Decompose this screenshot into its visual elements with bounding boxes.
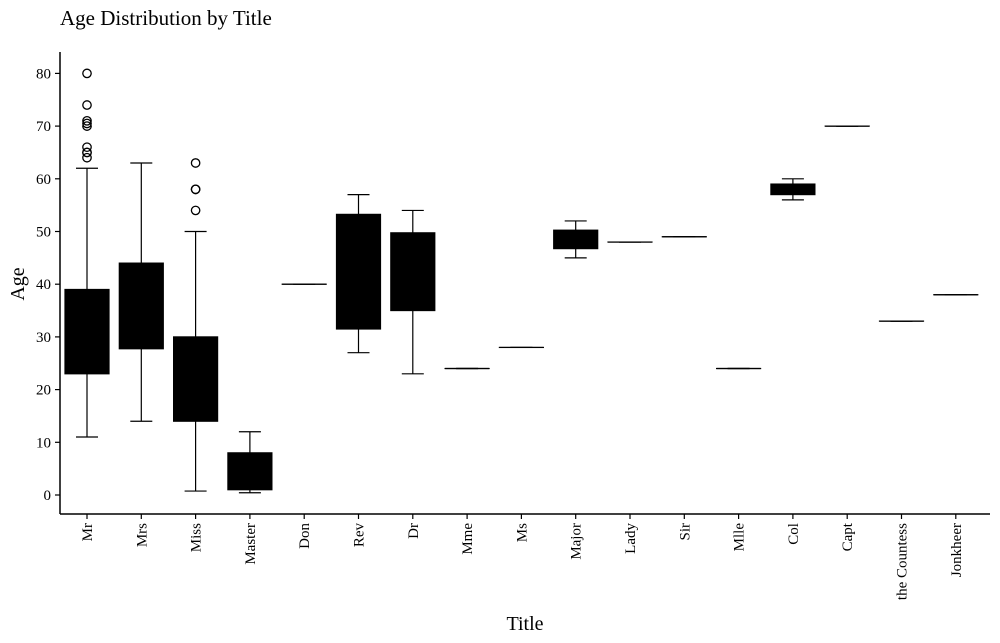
box xyxy=(335,213,382,330)
outlier-point xyxy=(82,121,92,131)
x-tick-label: Mr xyxy=(80,523,96,541)
x-tick-label: Master xyxy=(243,523,259,565)
x-tick-label: Jonkheer xyxy=(949,523,965,577)
x-tick-label: Col xyxy=(786,523,802,545)
box-group-major xyxy=(553,220,599,259)
y-tick-label: 50 xyxy=(36,225,51,241)
x-tick-label: Don xyxy=(297,523,313,549)
y-tick-label: 30 xyxy=(36,330,51,346)
y-tick-label: 10 xyxy=(36,435,51,451)
y-tick-label: 40 xyxy=(36,277,51,293)
box xyxy=(173,336,219,422)
box xyxy=(390,232,436,312)
box-group-mrs xyxy=(118,162,164,422)
x-axis-label: Title xyxy=(506,613,543,635)
outlier-point xyxy=(82,147,92,158)
box-group-miss xyxy=(173,158,219,492)
box-group-rev xyxy=(335,194,382,354)
x-tick-label: Capt xyxy=(840,522,856,551)
x-tick-label: Major xyxy=(569,523,585,560)
box xyxy=(118,262,164,350)
x-tick-label: Mrs xyxy=(134,523,150,547)
outlier-point xyxy=(82,115,92,126)
box-group-master xyxy=(227,431,273,494)
chart-title: Age Distribution by Title xyxy=(60,6,272,30)
x-tick-label: Mme xyxy=(460,523,476,555)
x-tick-label: Ms xyxy=(514,523,530,542)
plot-area xyxy=(64,68,979,494)
y-axis-ticks: 0 10 20 30 40 50 60 70 80 xyxy=(36,66,60,504)
x-tick-label: Lady xyxy=(623,523,639,554)
x-tick-label: Mlle xyxy=(732,523,748,552)
box-group-dr xyxy=(390,209,436,375)
y-tick-label: 20 xyxy=(36,383,51,399)
y-tick-label: 80 xyxy=(36,66,51,82)
outlier-point xyxy=(190,184,201,195)
box xyxy=(64,288,110,375)
x-axis-ticks: Mr Mrs Miss Master Don Rev Dr Mme Ms Major Lady Sir… xyxy=(80,514,965,600)
x-tick-label: Miss xyxy=(189,523,205,552)
box-group-mr xyxy=(64,68,110,438)
x-tick-label: Rev xyxy=(352,523,368,548)
box-group-col xyxy=(770,178,816,201)
y-tick-label: 0 xyxy=(44,488,52,504)
x-tick-label: Sir xyxy=(677,523,693,541)
x-tick-label: the Countess xyxy=(895,523,911,600)
outlier-point xyxy=(82,100,92,110)
y-axis-label: Age xyxy=(7,267,29,300)
outlier-point xyxy=(82,142,92,153)
y-tick-label: 60 xyxy=(36,172,51,188)
y-tick-label: 70 xyxy=(36,119,51,135)
outlier-point xyxy=(190,205,201,216)
outlier-point xyxy=(82,152,92,163)
box xyxy=(227,452,273,491)
x-tick-label: Dr xyxy=(406,523,422,539)
outlier-point xyxy=(190,158,201,168)
outlier-point xyxy=(82,68,92,79)
outlier-point xyxy=(82,118,92,129)
